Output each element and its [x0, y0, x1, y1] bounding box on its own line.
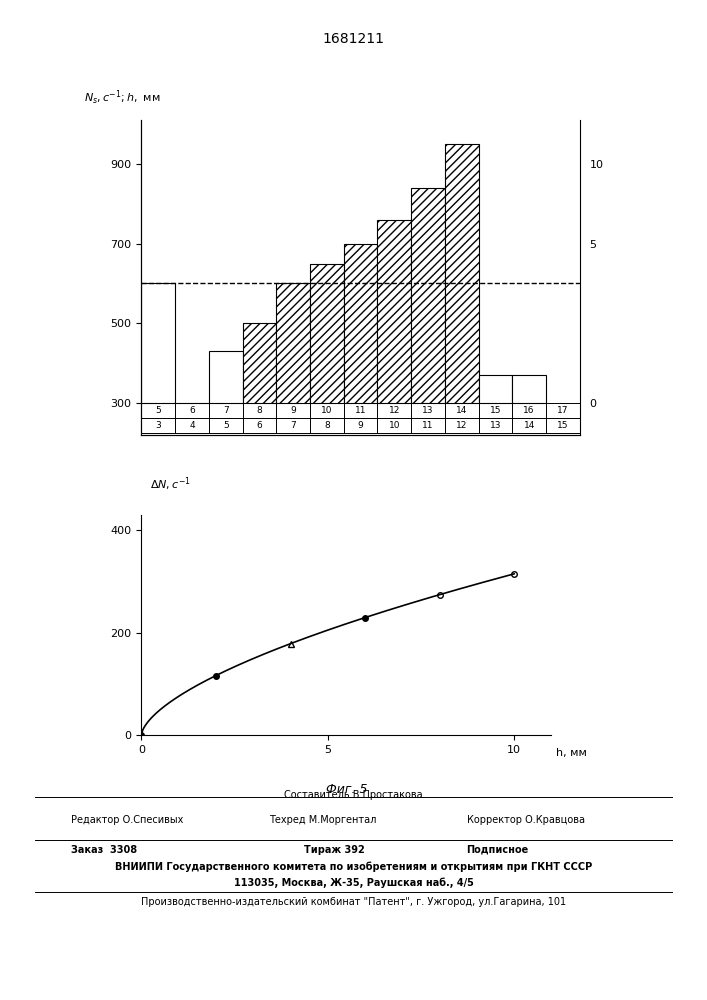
Text: 8: 8 — [257, 406, 262, 415]
Text: 11: 11 — [355, 406, 366, 415]
Text: Техред М.Моргентал: Техред М.Моргентал — [269, 815, 376, 825]
Bar — [209, 351, 243, 403]
Text: Редактор О.Спесивых: Редактор О.Спесивых — [71, 815, 183, 825]
Bar — [411, 188, 445, 403]
Text: 11: 11 — [422, 421, 434, 430]
Text: 6: 6 — [257, 421, 262, 430]
Text: 15: 15 — [490, 406, 501, 415]
Text: 8: 8 — [324, 421, 329, 430]
Text: 4: 4 — [189, 421, 195, 430]
Text: Корректор О.Кравцова: Корректор О.Кравцова — [467, 815, 585, 825]
Text: 14: 14 — [523, 421, 535, 430]
Text: Заказ  3308: Заказ 3308 — [71, 845, 137, 855]
Text: 17: 17 — [557, 406, 568, 415]
Text: $\Delta N, c^{-1}$: $\Delta N, c^{-1}$ — [150, 475, 191, 493]
Bar — [445, 144, 479, 403]
Text: 6: 6 — [189, 406, 195, 415]
Text: 10: 10 — [321, 406, 332, 415]
Text: Составитель В.Простакова: Составитель В.Простакова — [284, 790, 423, 800]
Text: 7: 7 — [291, 421, 296, 430]
Text: 5: 5 — [223, 421, 228, 430]
Text: 10: 10 — [389, 421, 400, 430]
Text: Фиг. 4: Фиг. 4 — [340, 529, 381, 542]
Text: 113035, Москва, Ж-35, Раушская наб., 4/5: 113035, Москва, Ж-35, Раушская наб., 4/5 — [233, 877, 474, 888]
Text: Тираж 392: Тираж 392 — [304, 845, 365, 855]
Bar — [276, 283, 310, 403]
Text: ВНИИПИ Государственного комитета по изобретениям и открытиям при ГКНТ СССР: ВНИИПИ Государственного комитета по изоб… — [115, 862, 592, 872]
Text: 13: 13 — [490, 421, 501, 430]
Text: Производственно-издательский комбинат "Патент", г. Ужгород, ул.Гагарина, 101: Производственно-издательский комбинат "П… — [141, 897, 566, 907]
Text: Подписное: Подписное — [467, 845, 529, 855]
Text: 13: 13 — [422, 406, 434, 415]
Bar — [141, 283, 175, 403]
Text: Фиг. 5: Фиг. 5 — [326, 783, 367, 796]
Text: 16: 16 — [523, 406, 535, 415]
Text: 9: 9 — [358, 421, 363, 430]
Text: 15: 15 — [557, 421, 568, 430]
Text: h, мм: h, мм — [556, 748, 586, 758]
Bar — [310, 264, 344, 403]
Text: 12: 12 — [389, 406, 400, 415]
Bar — [243, 323, 276, 403]
Text: 5: 5 — [156, 406, 161, 415]
Bar — [344, 244, 378, 403]
Text: 9: 9 — [291, 406, 296, 415]
Bar — [513, 375, 546, 403]
Text: 14: 14 — [456, 406, 467, 415]
Text: 12: 12 — [456, 421, 467, 430]
Text: $N_s, c^{-1}; h,$ мм: $N_s, c^{-1}; h,$ мм — [84, 89, 161, 107]
Bar — [479, 375, 513, 403]
Text: 3: 3 — [156, 421, 161, 430]
Text: 7: 7 — [223, 406, 228, 415]
Text: 1681211: 1681211 — [322, 32, 385, 46]
Bar — [378, 220, 411, 403]
